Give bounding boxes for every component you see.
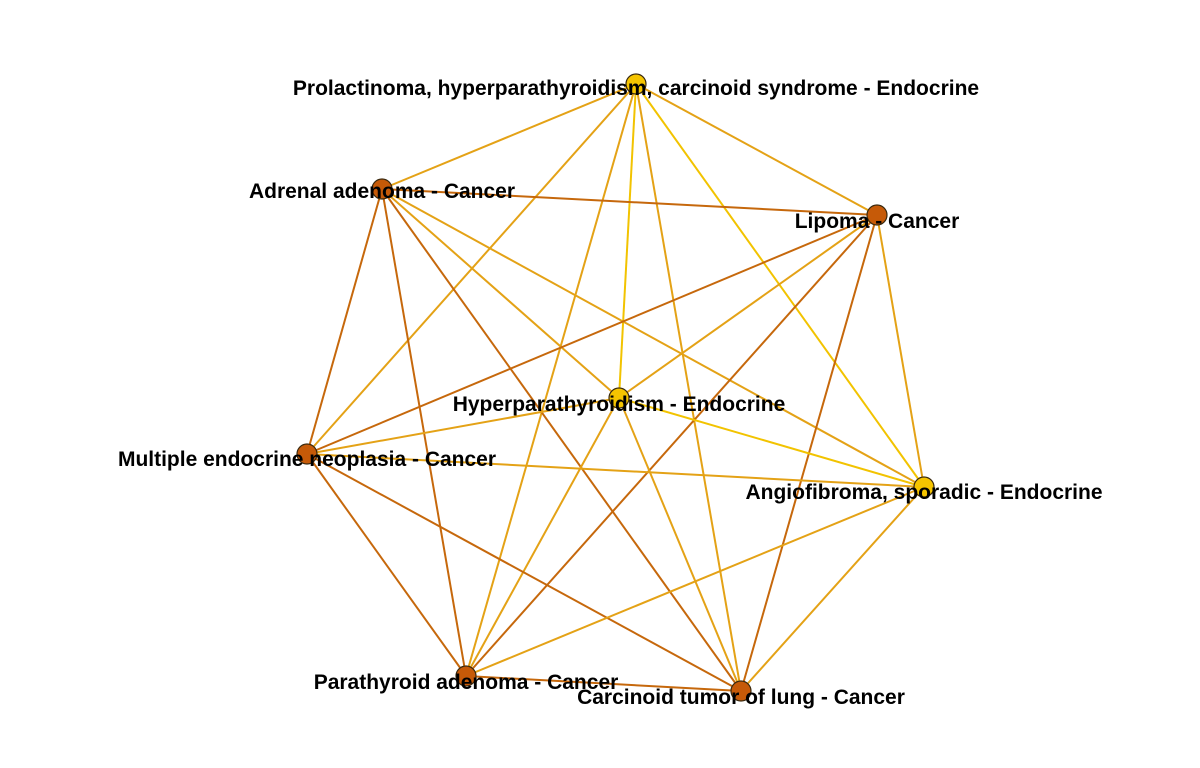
node-angio[interactable] <box>913 476 935 498</box>
node-label-hyperpara: Hyperparathyroidism - Endocrine <box>453 393 786 416</box>
nodes-layer <box>296 73 935 702</box>
node-label-lipoma: Lipoma - Cancer <box>795 210 960 233</box>
labels-layer: Prolactinoma, hyperparathyroidism, carci… <box>118 77 1103 709</box>
edges-layer <box>306 83 925 692</box>
node-label-carcinoid: Carcinoid tumor of lung - Cancer <box>577 686 905 709</box>
edge-lipoma-hyperpara <box>618 214 878 399</box>
edge-angio-carcinoid <box>740 486 925 692</box>
edge-men-carcinoid <box>306 453 742 692</box>
edge-prolactinoma-lipoma <box>635 83 878 216</box>
edge-adrenal-men <box>306 188 383 455</box>
node-label-parathyroid: Parathyroid adenoma - Cancer <box>314 671 619 694</box>
edge-lipoma-men <box>306 214 878 455</box>
edge-hyperpara-parathyroid <box>465 397 620 677</box>
edge-adrenal-angio <box>381 188 925 488</box>
edge-hyperpara-men <box>306 397 620 455</box>
node-men[interactable] <box>296 443 318 465</box>
edge-prolactinoma-adrenal <box>381 83 637 190</box>
edge-hyperpara-angio <box>618 397 925 488</box>
edge-adrenal-hyperpara <box>381 188 620 399</box>
node-hyperpara[interactable] <box>608 387 630 409</box>
edge-hyperpara-carcinoid <box>618 397 742 692</box>
node-adrenal[interactable] <box>371 178 393 200</box>
edge-lipoma-parathyroid <box>465 214 878 677</box>
node-label-angio: Angiofibroma, sporadic - Endocrine <box>745 481 1102 504</box>
edge-prolactinoma-carcinoid <box>635 83 742 692</box>
edge-prolactinoma-angio <box>635 83 925 488</box>
edge-adrenal-lipoma <box>381 188 878 216</box>
node-label-men: Multiple endocrine neoplasia - Cancer <box>118 448 496 471</box>
edge-adrenal-carcinoid <box>381 188 742 692</box>
edge-angio-parathyroid <box>465 486 925 677</box>
edge-prolactinoma-hyperpara <box>618 83 637 399</box>
edge-men-parathyroid <box>306 453 467 677</box>
edge-prolactinoma-parathyroid <box>465 83 637 677</box>
node-label-prolactinoma: Prolactinoma, hyperparathyroidism, carci… <box>293 77 979 100</box>
edge-men-angio <box>306 453 925 488</box>
node-carcinoid[interactable] <box>730 680 752 702</box>
node-parathyroid[interactable] <box>455 665 477 687</box>
edge-lipoma-angio <box>876 214 925 488</box>
edge-parathyroid-carcinoid <box>465 675 742 692</box>
node-label-adrenal: Adrenal adenoma - Cancer <box>249 180 515 203</box>
node-prolactinoma[interactable] <box>625 73 647 95</box>
node-lipoma[interactable] <box>866 204 888 226</box>
